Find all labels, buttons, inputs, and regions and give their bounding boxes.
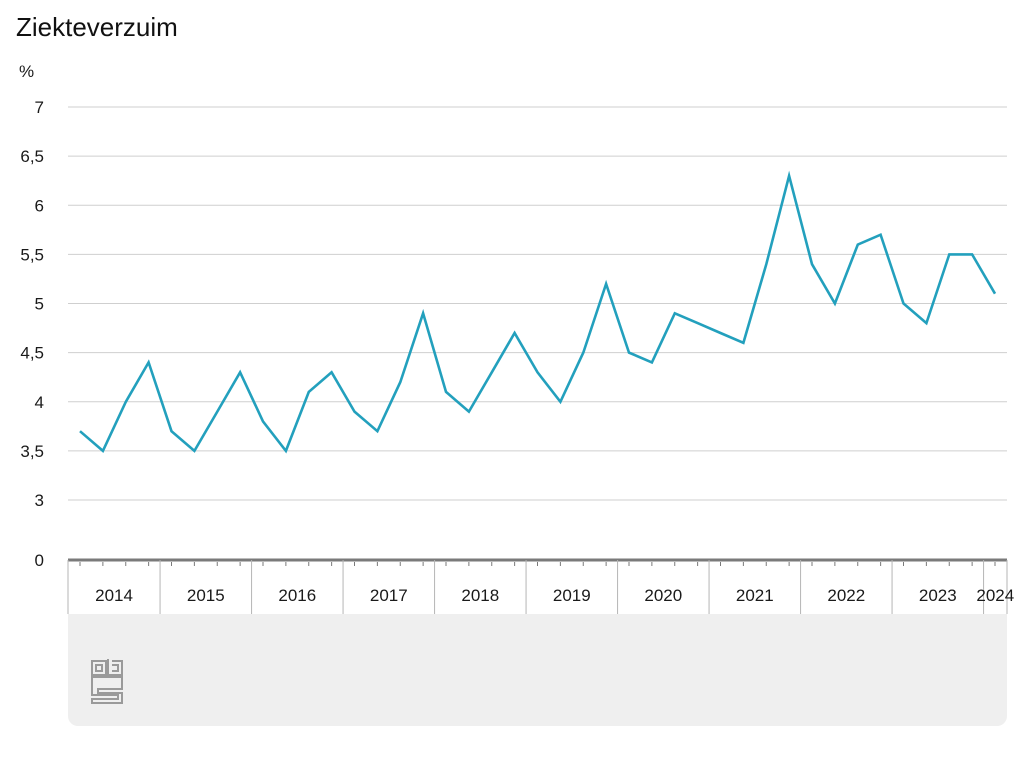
x-axis-band [68, 560, 1007, 614]
y-axis-unit-label: % [19, 62, 34, 81]
chart-title: Ziekteverzuim [16, 12, 178, 42]
y-tick-label: 0 [35, 551, 44, 570]
y-tick-label: 3 [35, 491, 44, 510]
x-tick-label: 2023 [919, 586, 957, 605]
y-tick-label: 5,5 [20, 245, 44, 264]
x-axis: 2014 2015 2016 2017 2018 2019 2020 2021 2022 2023… [67, 558, 1014, 614]
x-tick-label: 2015 [187, 586, 225, 605]
series-line [79, 170, 997, 454]
x-tick-label: 2017 [370, 586, 408, 605]
x-tick-label: 2016 [278, 586, 316, 605]
x-tick-label: 2021 [736, 586, 774, 605]
y-tick-label: 3,5 [20, 442, 44, 461]
x-tick-label: 2018 [461, 586, 499, 605]
x-tick-label: 2022 [827, 586, 865, 605]
gridlines [68, 106, 1007, 501]
x-tick-label: 2014 [95, 586, 133, 605]
y-tick-label: 4 [35, 393, 44, 412]
x-tick-label: 2024 [976, 586, 1014, 605]
y-tick-label: 6 [35, 196, 44, 215]
y-tick-label: 6,5 [20, 147, 44, 166]
y-tick-label: 5 [35, 295, 44, 314]
series-layer [79, 170, 997, 454]
y-tick-label: 4,5 [20, 344, 44, 363]
x-tick-label: 2020 [644, 586, 682, 605]
x-tick-label: 2019 [553, 586, 591, 605]
cbs-logo-icon [91, 659, 123, 704]
y-tick-label: 7 [35, 98, 44, 117]
y-axis-ticks: 0 3 3,5 4 4,5 5 5,5 6 6,5 7 [20, 98, 44, 570]
